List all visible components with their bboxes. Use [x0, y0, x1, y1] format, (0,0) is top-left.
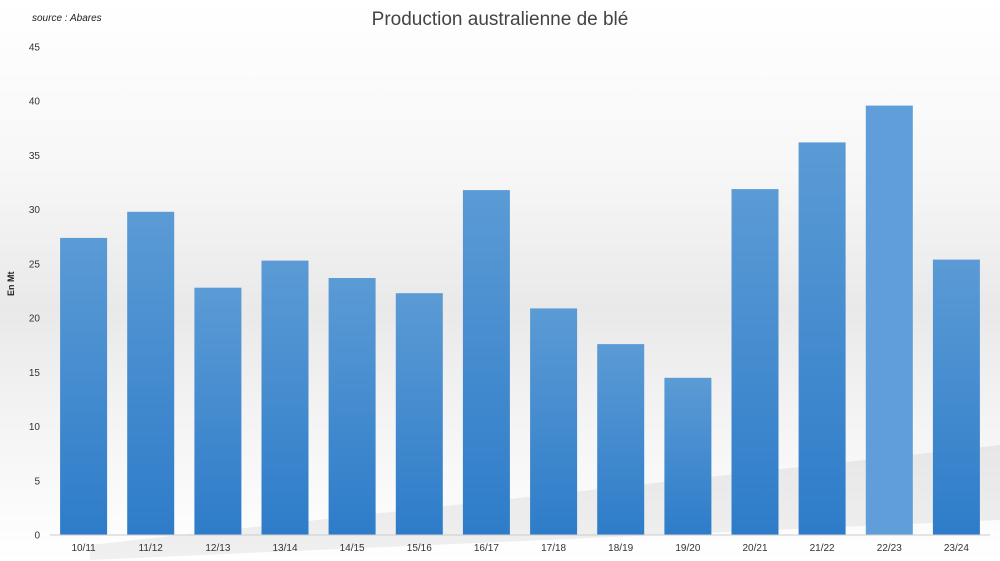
y-tick-label: 30 — [29, 205, 41, 216]
x-tick-label: 22/23 — [877, 543, 902, 554]
bar-16-17 — [462, 190, 510, 535]
x-tick-label: 13/14 — [272, 543, 297, 554]
x-tick-label: 20/21 — [742, 543, 767, 554]
bar-19-20 — [664, 377, 712, 535]
x-tick-label: 21/22 — [810, 543, 835, 554]
y-tick-label: 10 — [29, 422, 41, 433]
y-tick-label: 15 — [29, 368, 41, 379]
x-tick-label: 14/15 — [340, 543, 365, 554]
bar-18-19 — [597, 344, 645, 535]
bar-21-22 — [798, 142, 846, 535]
x-tick-label: 18/19 — [608, 543, 633, 554]
y-tick-label: 45 — [29, 43, 41, 54]
y-tick-label: 0 — [34, 531, 40, 542]
bar-11-12 — [127, 211, 175, 536]
y-tick-label: 35 — [29, 151, 41, 162]
bar-12-13 — [194, 287, 242, 535]
bar-14-15 — [328, 278, 376, 535]
bar-13-14 — [261, 260, 309, 535]
x-tick-label: 23/24 — [944, 543, 969, 554]
x-tick-label: 16/17 — [474, 543, 499, 554]
x-tick-label: 12/13 — [205, 543, 230, 554]
y-tick-label: 40 — [29, 97, 41, 108]
axes-group: 10/11 11/12 12/13 13/14 14/15 15/16 16/17 17/18… — [29, 43, 990, 554]
x-tick-label: 15/16 — [407, 543, 432, 554]
x-tick-label: 19/20 — [675, 543, 700, 554]
bar-15-16 — [395, 293, 443, 535]
source-note: source : Abares — [32, 13, 102, 24]
x-tick-label: 10/11 — [71, 543, 96, 554]
bar-10-11 — [60, 237, 108, 535]
y-tick-label: 5 — [34, 476, 40, 487]
y-tick-label: 25 — [29, 259, 41, 270]
x-tick-label: 17/18 — [541, 543, 566, 554]
bar-23-24 — [932, 259, 980, 535]
bars-group — [60, 105, 1000, 560]
x-tick-label: 11/12 — [139, 543, 164, 554]
bar-17-18 — [530, 308, 578, 535]
bar-20-21 — [731, 189, 779, 535]
y-tick-label: 20 — [29, 314, 41, 325]
bar-22-23 — [865, 105, 913, 535]
chart-title: Production australienne de blé — [371, 9, 629, 30]
